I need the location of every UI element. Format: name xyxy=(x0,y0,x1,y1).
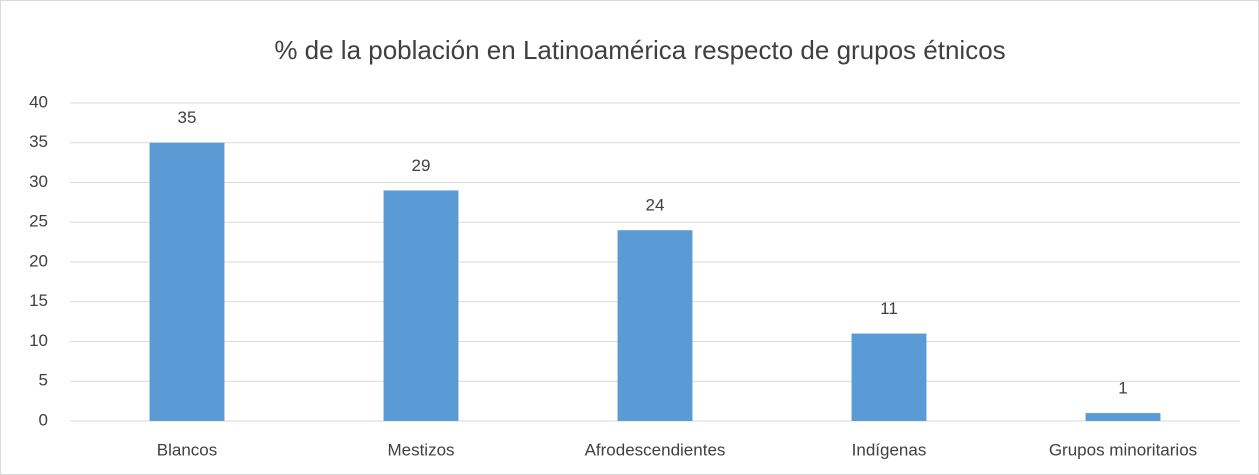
bar xyxy=(617,230,693,421)
bar xyxy=(149,142,225,421)
data-label: 11 xyxy=(880,299,898,318)
x-tick-label: Blancos xyxy=(157,440,217,459)
x-tick-label: Mestizos xyxy=(387,440,454,459)
x-tick-label: Indígenas xyxy=(852,440,927,459)
data-label: 24 xyxy=(646,196,665,215)
data-label: 1 xyxy=(1118,379,1127,398)
y-tick-label: 20 xyxy=(29,251,48,270)
y-tick-label: 35 xyxy=(29,132,48,151)
x-tick-label: Grupos minoritarios xyxy=(1049,440,1197,459)
bar xyxy=(851,333,927,421)
bar xyxy=(383,190,459,421)
data-label: 35 xyxy=(178,108,197,127)
y-tick-label: 0 xyxy=(39,410,48,429)
y-tick-label: 15 xyxy=(29,291,48,310)
y-tick-label: 25 xyxy=(29,212,48,231)
bar xyxy=(1085,413,1161,421)
data-label: 29 xyxy=(412,156,431,175)
y-tick-label: 30 xyxy=(29,172,48,191)
y-tick-label: 10 xyxy=(29,331,48,350)
chart-title: % de la población en Latinoamérica respe… xyxy=(274,35,1005,65)
x-tick-label: Afrodescendientes xyxy=(585,440,726,459)
y-tick-label: 40 xyxy=(29,92,48,111)
y-tick-label: 5 xyxy=(39,371,48,390)
